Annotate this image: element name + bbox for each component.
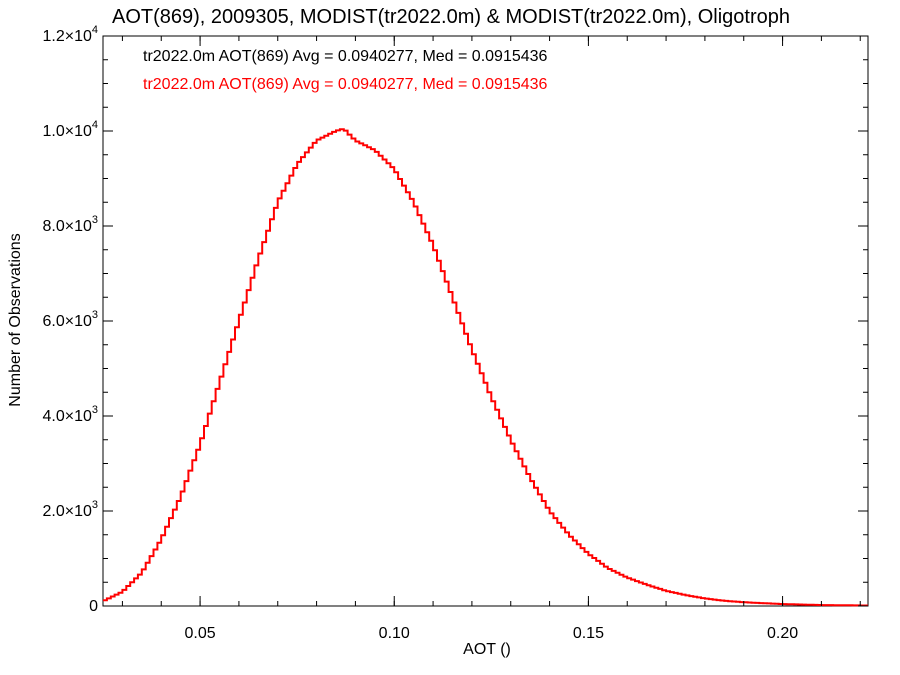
y-tick-mantissa: 4.0×10 bbox=[42, 408, 91, 425]
y-tick-label: 2.0×103 bbox=[42, 499, 98, 520]
y-tick-mantissa: 1.0×10 bbox=[42, 123, 91, 140]
x-axis-label: AOT () bbox=[463, 641, 511, 658]
y-tick-mantissa: 1.2×10 bbox=[42, 28, 91, 45]
histogram-series-line bbox=[103, 128, 868, 607]
x-tick-label: 0.20 bbox=[767, 625, 798, 642]
x-axis: 0.05 0.10 0.15 0.20 bbox=[121, 36, 861, 642]
y-axis-label: Number of Observations bbox=[7, 233, 24, 406]
y-tick-exponent: 4 bbox=[92, 119, 98, 131]
y-tick-label: 1.2×104 bbox=[42, 24, 98, 45]
plot-frame bbox=[102, 35, 869, 607]
y-tick-label: 1.0×104 bbox=[42, 119, 98, 140]
y-tick-mantissa: 8.0×10 bbox=[42, 218, 91, 235]
y-tick-mantissa: 2.0×10 bbox=[42, 503, 91, 520]
chart-title: AOT(869), 2009305, MODIST(tr2022.0m) & M… bbox=[112, 6, 790, 28]
y-tick-exponent: 3 bbox=[92, 404, 98, 416]
y-tick-exponent: 3 bbox=[92, 214, 98, 226]
y-tick-label: 6.0×103 bbox=[42, 309, 98, 330]
plot-area bbox=[102, 35, 869, 607]
y-tick-label: 4.0×103 bbox=[42, 404, 98, 425]
y-tick-label: 0 bbox=[89, 598, 98, 615]
y-tick-label: 8.0×103 bbox=[42, 214, 98, 235]
y-tick-exponent: 4 bbox=[92, 24, 98, 36]
y-tick-mantissa: 6.0×10 bbox=[42, 313, 91, 330]
legend-entry-1: tr2022.0m AOT(869) Avg = 0.0940277, Med … bbox=[143, 48, 548, 65]
y-axis: 02.0×1034.0×1036.0×1038.0×1031.0×1041.2×… bbox=[42, 24, 868, 615]
x-tick-label: 0.10 bbox=[379, 625, 410, 642]
y-tick-exponent: 3 bbox=[92, 499, 98, 511]
y-tick-exponent: 3 bbox=[92, 309, 98, 321]
legend-entry-2: tr2022.0m AOT(869) Avg = 0.0940277, Med … bbox=[143, 76, 548, 93]
x-tick-label: 0.05 bbox=[185, 625, 216, 642]
y-tick-mantissa: 0 bbox=[89, 598, 98, 615]
legend: tr2022.0m AOT(869) Avg = 0.0940277, Med … bbox=[143, 48, 548, 93]
x-tick-label: 0.15 bbox=[573, 625, 604, 642]
